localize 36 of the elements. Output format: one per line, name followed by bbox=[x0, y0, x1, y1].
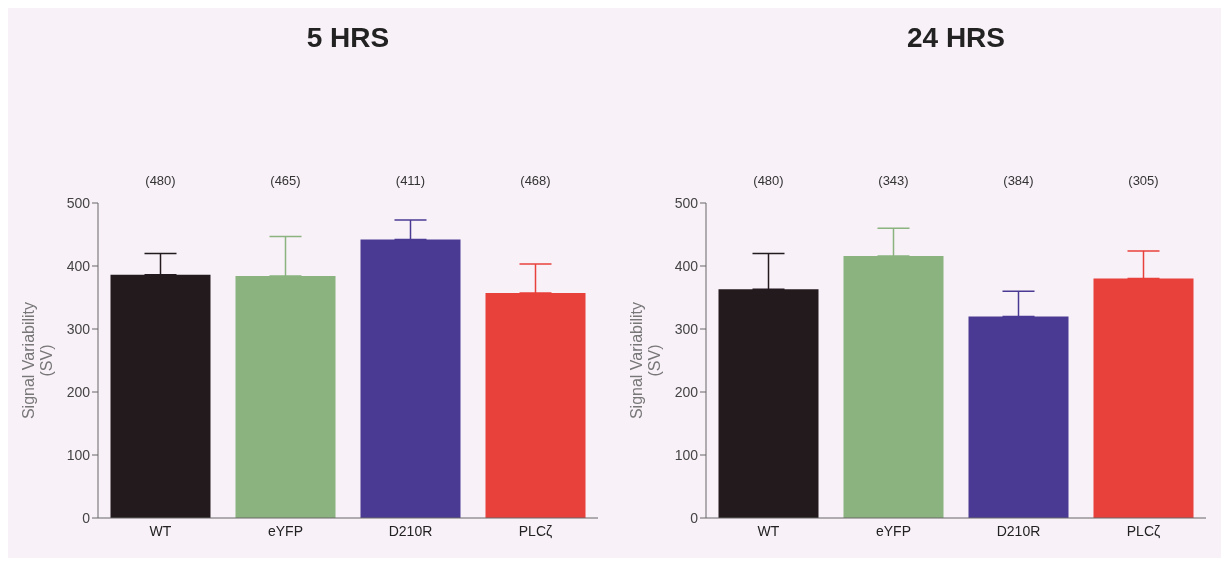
y-tick-label: 200 bbox=[674, 383, 699, 400]
x-tick-label: PLCζ bbox=[1126, 522, 1161, 539]
x-tick-label: D210R bbox=[996, 522, 1041, 539]
y-tick-label: 500 bbox=[674, 194, 699, 211]
bar bbox=[485, 293, 586, 518]
y-tick-label: 400 bbox=[674, 257, 699, 274]
x-tick-label: PLCζ bbox=[518, 522, 553, 539]
text: (411) bbox=[394, 173, 427, 188]
x-tick-label: eYFP bbox=[267, 522, 304, 539]
y-axis-title: Signal Variability (SV) bbox=[20, 301, 55, 420]
x-tick-label: D210R bbox=[388, 522, 433, 539]
y-tick-label: 100 bbox=[66, 446, 91, 463]
y-axis-title: Signal Variability (SV) bbox=[628, 301, 663, 420]
y-tick-label: 0 bbox=[690, 509, 699, 526]
x-tick-label: WT bbox=[149, 522, 172, 539]
y-tick-label: 500 bbox=[66, 194, 91, 211]
bar bbox=[843, 255, 944, 518]
text: (480) bbox=[752, 173, 785, 188]
text: (468) bbox=[519, 173, 552, 188]
y-tick-label: 0 bbox=[82, 509, 91, 526]
chart-title: 24 HRS bbox=[905, 22, 1006, 54]
chart-title: 5 HRS bbox=[305, 22, 391, 54]
text: (384) bbox=[1002, 173, 1035, 188]
x-tick-label: eYFP bbox=[875, 522, 912, 539]
text: (305) bbox=[1127, 173, 1160, 188]
text: (465) bbox=[269, 173, 302, 188]
y-tick-label: 400 bbox=[66, 257, 91, 274]
text: (343) bbox=[877, 173, 910, 188]
bar bbox=[235, 276, 336, 518]
y-tick-label: 300 bbox=[674, 320, 699, 337]
bar bbox=[110, 274, 211, 518]
text: (480) bbox=[144, 173, 177, 188]
y-tick-label: 200 bbox=[66, 383, 91, 400]
x-tick-label: WT bbox=[757, 522, 780, 539]
y-tick-label: 300 bbox=[66, 320, 91, 337]
y-tick-label: 100 bbox=[674, 446, 699, 463]
